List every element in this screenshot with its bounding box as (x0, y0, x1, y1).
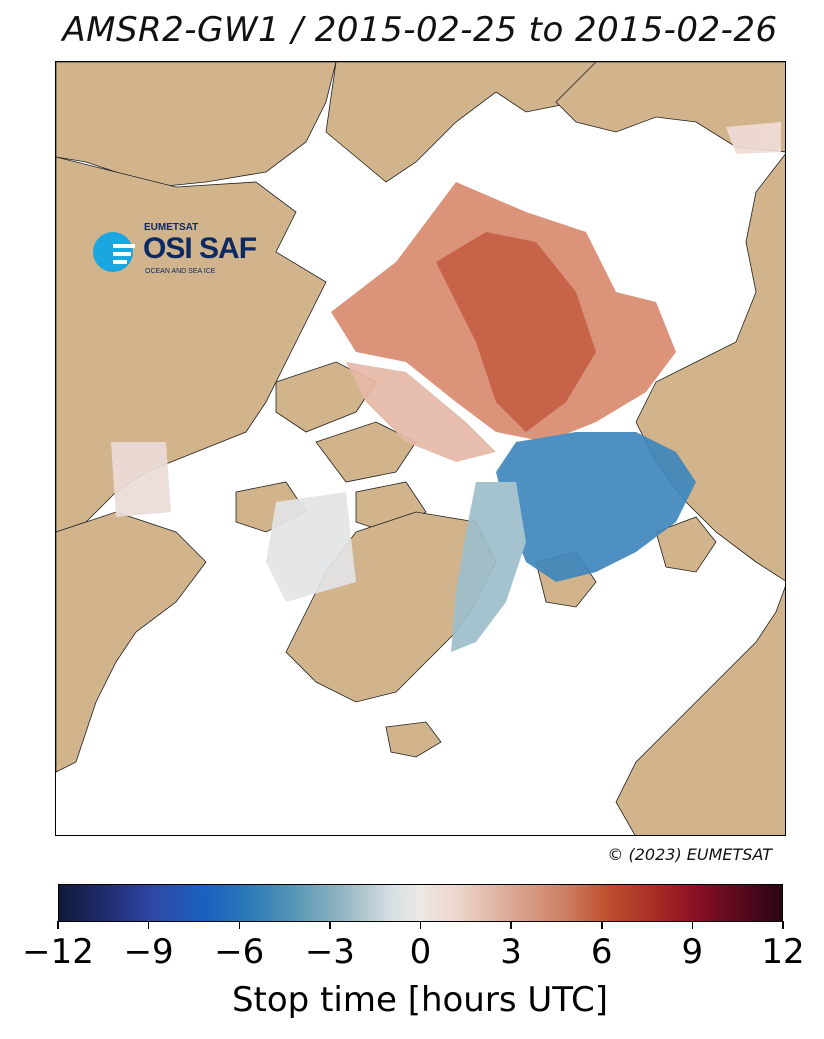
land-archipelago-2 (315, 421, 417, 483)
colorbar-tick-label: 3 (500, 932, 522, 972)
arctic-map (56, 62, 785, 835)
map-title: AMSR2-GW1 / 2015-02-25 to 2015-02-26 (62, 10, 778, 50)
colorbar-tick-label: 6 (590, 932, 613, 972)
colorbar (58, 884, 783, 922)
colorbar-tick-label: −6 (214, 932, 265, 972)
land-left-continent (56, 156, 327, 533)
land-siberia-north (325, 62, 597, 183)
colorbar-tick (510, 921, 512, 929)
colorbar-tick (329, 921, 331, 929)
colorbar-tick-label: 9 (681, 932, 704, 972)
osisaf-logo-graphic (93, 232, 135, 272)
osisaf-logo: EUMETSAT OSI SAF OCEAN AND SEA ICE (91, 222, 291, 292)
land-siberia-west (56, 62, 337, 188)
colorbar-tick (147, 921, 150, 929)
colorbar-label: Stop time [hours UTC] (231, 980, 609, 1020)
ice-positive-core (436, 232, 596, 432)
ice-negative-sector (496, 432, 696, 582)
ice-near-zero-top-right (726, 122, 781, 154)
land-novaya-zemlya (655, 516, 717, 573)
colorbar-tick (419, 921, 422, 929)
map-panel: EUMETSAT OSI SAF OCEAN AND SEA ICE (55, 61, 786, 836)
colorbar-tick-label: −9 (123, 932, 174, 972)
land-archipelago-1 (275, 361, 377, 433)
land-scandinavia (615, 586, 785, 835)
colorbar-tick-label: −3 (304, 932, 355, 972)
copyright-text: © (2023) EUMETSAT (607, 845, 772, 864)
ice-near-zero-left (111, 442, 171, 517)
ice-positive-edge (346, 362, 496, 462)
colorbar-tick (691, 921, 694, 929)
colorbar-tick (782, 921, 784, 929)
colorbar-tick-label: 0 (409, 932, 432, 972)
logo-sub-text: OCEAN AND SEA ICE (145, 268, 216, 275)
ice-overlay (111, 122, 781, 652)
land-left-lower (56, 511, 207, 773)
ice-negative-light (451, 482, 526, 652)
ice-near-zero-mid (266, 492, 356, 602)
logo-small-text: EUMETSAT (144, 222, 199, 233)
land-layer (56, 62, 785, 835)
colorbar-tick (601, 921, 603, 929)
colorbar-tick-label: 12 (761, 932, 805, 972)
land-iceland (385, 721, 442, 758)
colorbar-tick (238, 921, 240, 929)
logo-main-text: OSI SAF (143, 232, 257, 265)
colorbar-tick (57, 921, 59, 929)
colorbar-tick-label: −12 (22, 932, 94, 972)
